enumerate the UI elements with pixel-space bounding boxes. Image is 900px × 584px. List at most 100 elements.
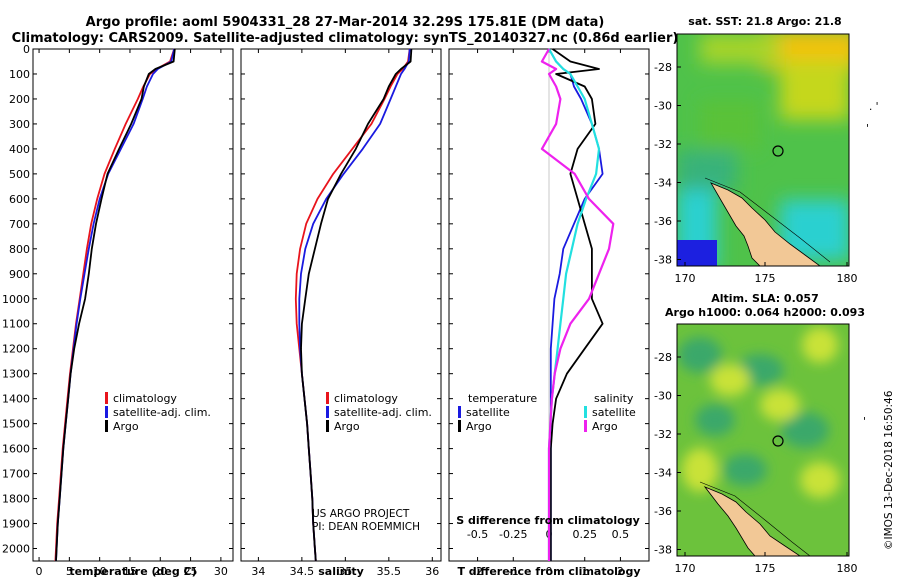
sla-low-eddy [723, 454, 767, 486]
sla-field-pattern [678, 327, 840, 498]
x-tick-label: -2 [472, 565, 483, 578]
depth-tick-label: 600 [9, 193, 30, 206]
legend-swatch-argo [105, 420, 108, 432]
s-diff-tick-label: 0.25 [572, 528, 597, 541]
temperature-legend: climatology satellite-adj. clim. Argo [105, 392, 211, 433]
s-diff-tick-label: -0.5 [467, 528, 488, 541]
sla-map-frame [676, 323, 850, 557]
depth-tick-label: 1700 [2, 468, 30, 481]
sst-mild-region [780, 60, 849, 120]
argo-position-marker [772, 145, 784, 157]
lon-tick-label: 175 [755, 562, 776, 575]
x-tick-label: 34.5 [290, 565, 315, 578]
salinity-panel-frame [240, 48, 442, 562]
bathymetry-contour [704, 177, 831, 263]
project-credit: US ARGO PROJECT [312, 508, 410, 520]
x-tick-label: 5 [66, 565, 73, 578]
series-line-s_argo [540, 48, 615, 561]
sla-high-eddy [760, 389, 800, 421]
legend-label-s-satellite: satellite [592, 406, 636, 419]
legend-label-satellite: satellite-adj. clim. [113, 406, 211, 419]
lat-tick-label: -36 [654, 215, 672, 228]
sla-high-eddy [682, 448, 718, 492]
argo-position-marker [772, 435, 784, 447]
lat-tick-label: -32 [654, 428, 672, 441]
sla-low-eddy [781, 412, 829, 448]
lat-tick-label: -32 [654, 138, 672, 151]
legend-swatch-climatology [326, 392, 329, 404]
depth-tick-label: 0 [23, 43, 30, 56]
x-tick-label: 35 [338, 565, 352, 578]
legend-swatch-t-satellite [458, 406, 461, 418]
depth-tick-label: 1200 [2, 343, 30, 356]
island-marker: ' [863, 416, 866, 428]
depth-tick-label: 1600 [2, 443, 30, 456]
sla-map [677, 324, 849, 556]
lat-tick-label: -34 [654, 177, 672, 190]
depth-tick-label: 200 [9, 93, 30, 106]
x-tick-label: 30 [214, 565, 228, 578]
x-tick-label: 34 [251, 565, 265, 578]
series-line-argo [300, 48, 413, 562]
legend-label-argo: Argo [334, 420, 360, 433]
depth-tick-label: 1000 [2, 293, 30, 306]
depth-tick-label: 1300 [2, 368, 30, 381]
salinity-legend: climatology satellite-adj. clim. Argo [326, 392, 432, 433]
imos-timestamp: ©IMOS 13-Dec-2018 16:50:46 [883, 390, 895, 550]
s-diff-tick-label: 0.5 [612, 528, 630, 541]
depth-tick-label: 2000 [2, 543, 30, 556]
legend-heading-salinity: salinity [594, 392, 634, 405]
legend-swatch-s-argo [584, 420, 587, 432]
island-marker: ' [866, 123, 869, 135]
sla-low-eddy [695, 404, 735, 436]
legend-swatch-t-argo [458, 420, 461, 432]
x-tick-label: 10 [93, 565, 107, 578]
lon-tick-label: 170 [675, 562, 696, 575]
lon-tick-label: 180 [837, 562, 858, 575]
island-marker: . ' [869, 101, 879, 113]
depth-tick-label: 700 [9, 218, 30, 231]
pi-credit: PI: DEAN ROEMMICH [312, 521, 420, 533]
x-tick-label: 20 [153, 565, 167, 578]
depth-tick-label: 1500 [2, 418, 30, 431]
x-tick-label: 0 [546, 565, 553, 578]
depth-tick-label: 1100 [2, 318, 30, 331]
new-zealand-land [710, 182, 821, 266]
sst-map [677, 34, 849, 266]
legend-swatch-satellite [105, 406, 108, 418]
sla-high-eddy [800, 462, 840, 498]
sst-map-frame [676, 33, 850, 267]
x-tick-label: 25 [184, 565, 198, 578]
x-tick-label: 35.5 [377, 565, 402, 578]
lat-tick-label: -38 [654, 544, 672, 557]
depth-tick-label: 1400 [2, 393, 30, 406]
legend-label-t-satellite: satellite [466, 406, 510, 419]
lon-tick-label: 180 [837, 272, 858, 285]
lat-tick-label: -30 [654, 390, 672, 403]
sst-coldest-region [677, 240, 717, 266]
figure-title-line1: Argo profile: aoml 5904331_28 27-Mar-201… [86, 15, 605, 30]
sla-low-eddy [678, 337, 722, 373]
depth-tick-label: 1800 [2, 493, 30, 506]
lon-tick-label: 170 [675, 272, 696, 285]
lat-tick-label: -36 [654, 505, 672, 518]
x-tick-label: -1 [508, 565, 519, 578]
x-tick-label: 1 [581, 565, 588, 578]
legend-label-climatology: climatology [334, 392, 398, 405]
lat-tick-label: -28 [654, 61, 672, 74]
sst-map-title: sat. SST: 21.8 Argo: 21.8 [688, 15, 841, 28]
lat-tick-label: -38 [654, 254, 672, 267]
temperature-panel-frame [32, 48, 234, 562]
legend-label-s-argo: Argo [592, 420, 618, 433]
legend-swatch-climatology [105, 392, 108, 404]
depth-tick-label: 800 [9, 243, 30, 256]
depth-tick-label: 400 [9, 143, 30, 156]
new-zealand-land [703, 486, 801, 556]
depth-tick-label: 100 [9, 68, 30, 81]
s-difference-axis-label: S difference from climatology [456, 514, 640, 527]
x-tick-label: 0 [36, 565, 43, 578]
legend-heading-temperature: temperature [468, 392, 537, 405]
